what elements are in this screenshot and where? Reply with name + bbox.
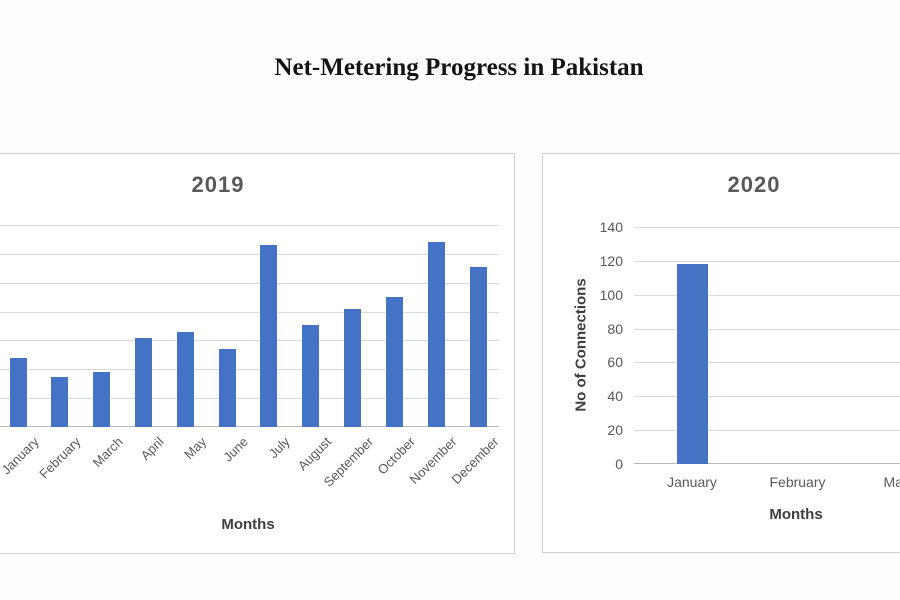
gridline-0 bbox=[634, 463, 900, 464]
x-label-july-2019: July bbox=[265, 434, 293, 461]
x-axis-title-2020: Months bbox=[769, 506, 823, 523]
x-label-february-2020: February bbox=[769, 474, 826, 490]
x-label-january-2020: January bbox=[667, 474, 717, 490]
bar-january-2019 bbox=[9, 357, 27, 427]
y-tick-140-2020: 140 bbox=[599, 219, 623, 235]
gridline-20 bbox=[0, 398, 499, 399]
y-tick-100-2020: 100 bbox=[599, 286, 623, 303]
plot-area-2020: January February March bbox=[634, 227, 900, 490]
y-tick-40-2020: 40 bbox=[607, 388, 623, 405]
bar-july-2019 bbox=[260, 245, 278, 427]
x-label-april-2019: April bbox=[138, 434, 168, 464]
gridline-120 bbox=[0, 254, 499, 255]
bar-december-2019 bbox=[469, 266, 487, 427]
gridline-80 bbox=[0, 312, 499, 313]
bar-march-2019 bbox=[93, 372, 111, 427]
gridline-80 bbox=[634, 329, 900, 330]
bar-october-2019 bbox=[385, 297, 403, 427]
x-label-may-2019: May bbox=[180, 434, 209, 462]
bar-august-2019 bbox=[302, 324, 320, 427]
chart-title-2020: 2020 bbox=[727, 172, 781, 197]
gridline-140 bbox=[634, 227, 900, 228]
y-tick-120-2020: 120 bbox=[599, 252, 623, 269]
chart-title-2019: 2019 bbox=[191, 172, 245, 197]
x-axis-title-2019: Months bbox=[221, 516, 275, 533]
gridline-120 bbox=[634, 261, 900, 262]
page-title: Net-Metering Progress in Pakistan bbox=[274, 54, 644, 81]
plot-area-2019: January February March April May June July Augu… bbox=[0, 225, 502, 490]
bar-november-2019 bbox=[427, 242, 445, 427]
x-label-february-2019: February bbox=[36, 434, 84, 482]
y-tick-80-2020: 80 bbox=[607, 320, 623, 337]
gridline-100 bbox=[634, 295, 900, 296]
y-tick-20-2020: 20 bbox=[607, 422, 623, 439]
x-label-june-2019: June bbox=[220, 434, 251, 465]
bar-january-2020 bbox=[676, 264, 708, 464]
x-label-march-2019: March bbox=[89, 434, 126, 471]
gridline-40 bbox=[0, 369, 499, 370]
bar-may-2019 bbox=[176, 331, 194, 427]
gridline-60 bbox=[0, 340, 499, 341]
chart-card-2020: 2020 No of Connections January February Ma… bbox=[542, 153, 900, 553]
gridline-20 bbox=[634, 430, 900, 431]
x-label-august-2019: August bbox=[295, 434, 335, 474]
gridline-140 bbox=[0, 225, 499, 226]
gridline-60 bbox=[634, 362, 900, 363]
x-label-march-2020: March bbox=[883, 474, 900, 490]
y-tick-0-2020: 0 bbox=[615, 456, 623, 472]
gridline-100 bbox=[0, 283, 499, 284]
gridline-0 bbox=[0, 426, 499, 427]
y-tick-60-2020: 60 bbox=[607, 354, 623, 371]
bar-june-2019 bbox=[218, 349, 236, 427]
gridline-40 bbox=[634, 396, 900, 397]
bar-february-2019 bbox=[51, 376, 69, 427]
bar-april-2019 bbox=[134, 337, 152, 427]
chart-card-2019: 2019 January February March April May June Jul… bbox=[0, 153, 515, 554]
bar-september-2019 bbox=[344, 308, 362, 427]
